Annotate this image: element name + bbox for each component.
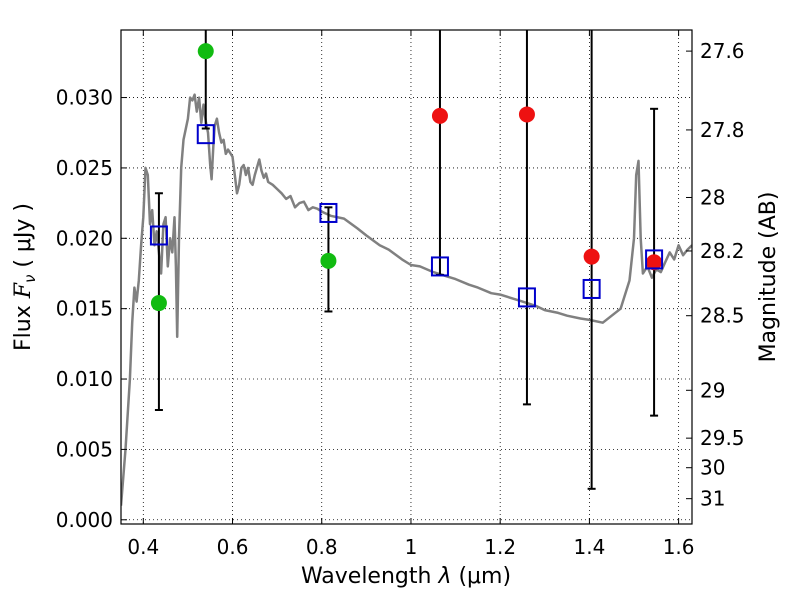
y-axis-label-unit: ( μJy ) <box>11 203 36 275</box>
y2-tick-label: 29.5 <box>700 426 745 450</box>
y-tick-label: 0.010 <box>56 367 113 391</box>
x-axis-label-prefix: Wavelength <box>301 564 439 589</box>
x-tick-label: 0.6 <box>217 535 249 559</box>
x-axis-label-lambda: λ <box>437 564 451 589</box>
y-tick-label: 0.025 <box>56 156 113 180</box>
y2-tick-label: 28.2 <box>700 239 745 263</box>
data-point-square <box>196 124 215 145</box>
y-axis-label-symbol: F <box>11 282 36 299</box>
data-point-red <box>518 106 535 123</box>
x-tick-label: 1.2 <box>484 535 516 559</box>
y2-tick-label: 28 <box>700 185 725 209</box>
y2-tick-label: 27.8 <box>700 118 745 142</box>
y-tick-label: 0.005 <box>56 437 113 461</box>
y-tick-label: 0.020 <box>56 226 113 250</box>
data-point-square <box>645 249 664 270</box>
y-axis-label-prefix: Flux <box>11 298 36 351</box>
y-tick-label: 0.030 <box>56 86 113 110</box>
y-tick-label: 0.015 <box>56 297 113 321</box>
data-point-red <box>583 248 600 265</box>
y-axis-label: Flux Fν ( μJy ) <box>11 203 39 351</box>
data-point-green <box>320 252 337 269</box>
y-axis-ticks: 0.000 0.005 0.010 0.015 0.020 0.025 0.030 <box>56 86 127 532</box>
x-tick-label: 0.8 <box>306 535 338 559</box>
x-axis-label-unit: (μm) <box>451 564 511 589</box>
y2-tick-label: 27.6 <box>700 39 745 63</box>
data-point-square <box>319 202 338 223</box>
x-tick-label: 1 <box>405 535 418 559</box>
y2-tick-label: 29 <box>700 378 725 402</box>
plot-frame <box>120 29 693 525</box>
x-tick-label: 1.4 <box>573 535 605 559</box>
y2-tick-label: 31 <box>700 487 725 511</box>
y-axis-label-subscript: ν <box>21 275 39 283</box>
data-point-green <box>197 43 214 60</box>
data-point-green <box>150 295 167 312</box>
data-point-square <box>582 278 601 299</box>
y-tick-label: 0.000 <box>56 508 113 532</box>
data-markers <box>149 43 664 312</box>
x-tick-label: 0.4 <box>127 535 159 559</box>
data-point-square <box>149 225 168 246</box>
data-point-red <box>431 107 448 124</box>
y2-tick-label: 28.5 <box>700 304 745 328</box>
data-point-red <box>646 254 663 271</box>
x-axis-ticks: 0.4 0.6 0.8 1 1.2 1.4 1.6 <box>127 30 695 559</box>
data-point-square <box>430 256 449 277</box>
x-tick-label: 1.6 <box>663 535 695 559</box>
y2-axis-label: Magnitude (AB) <box>756 192 781 363</box>
y2-axis-ticks: 27.6 27.8 28 28.2 28.5 29 29.5 30 31 <box>686 39 745 511</box>
y2-tick-label: 30 <box>700 456 725 480</box>
x-axis-label: Wavelength λ (μm) <box>301 564 511 589</box>
data-point-square <box>517 287 536 308</box>
